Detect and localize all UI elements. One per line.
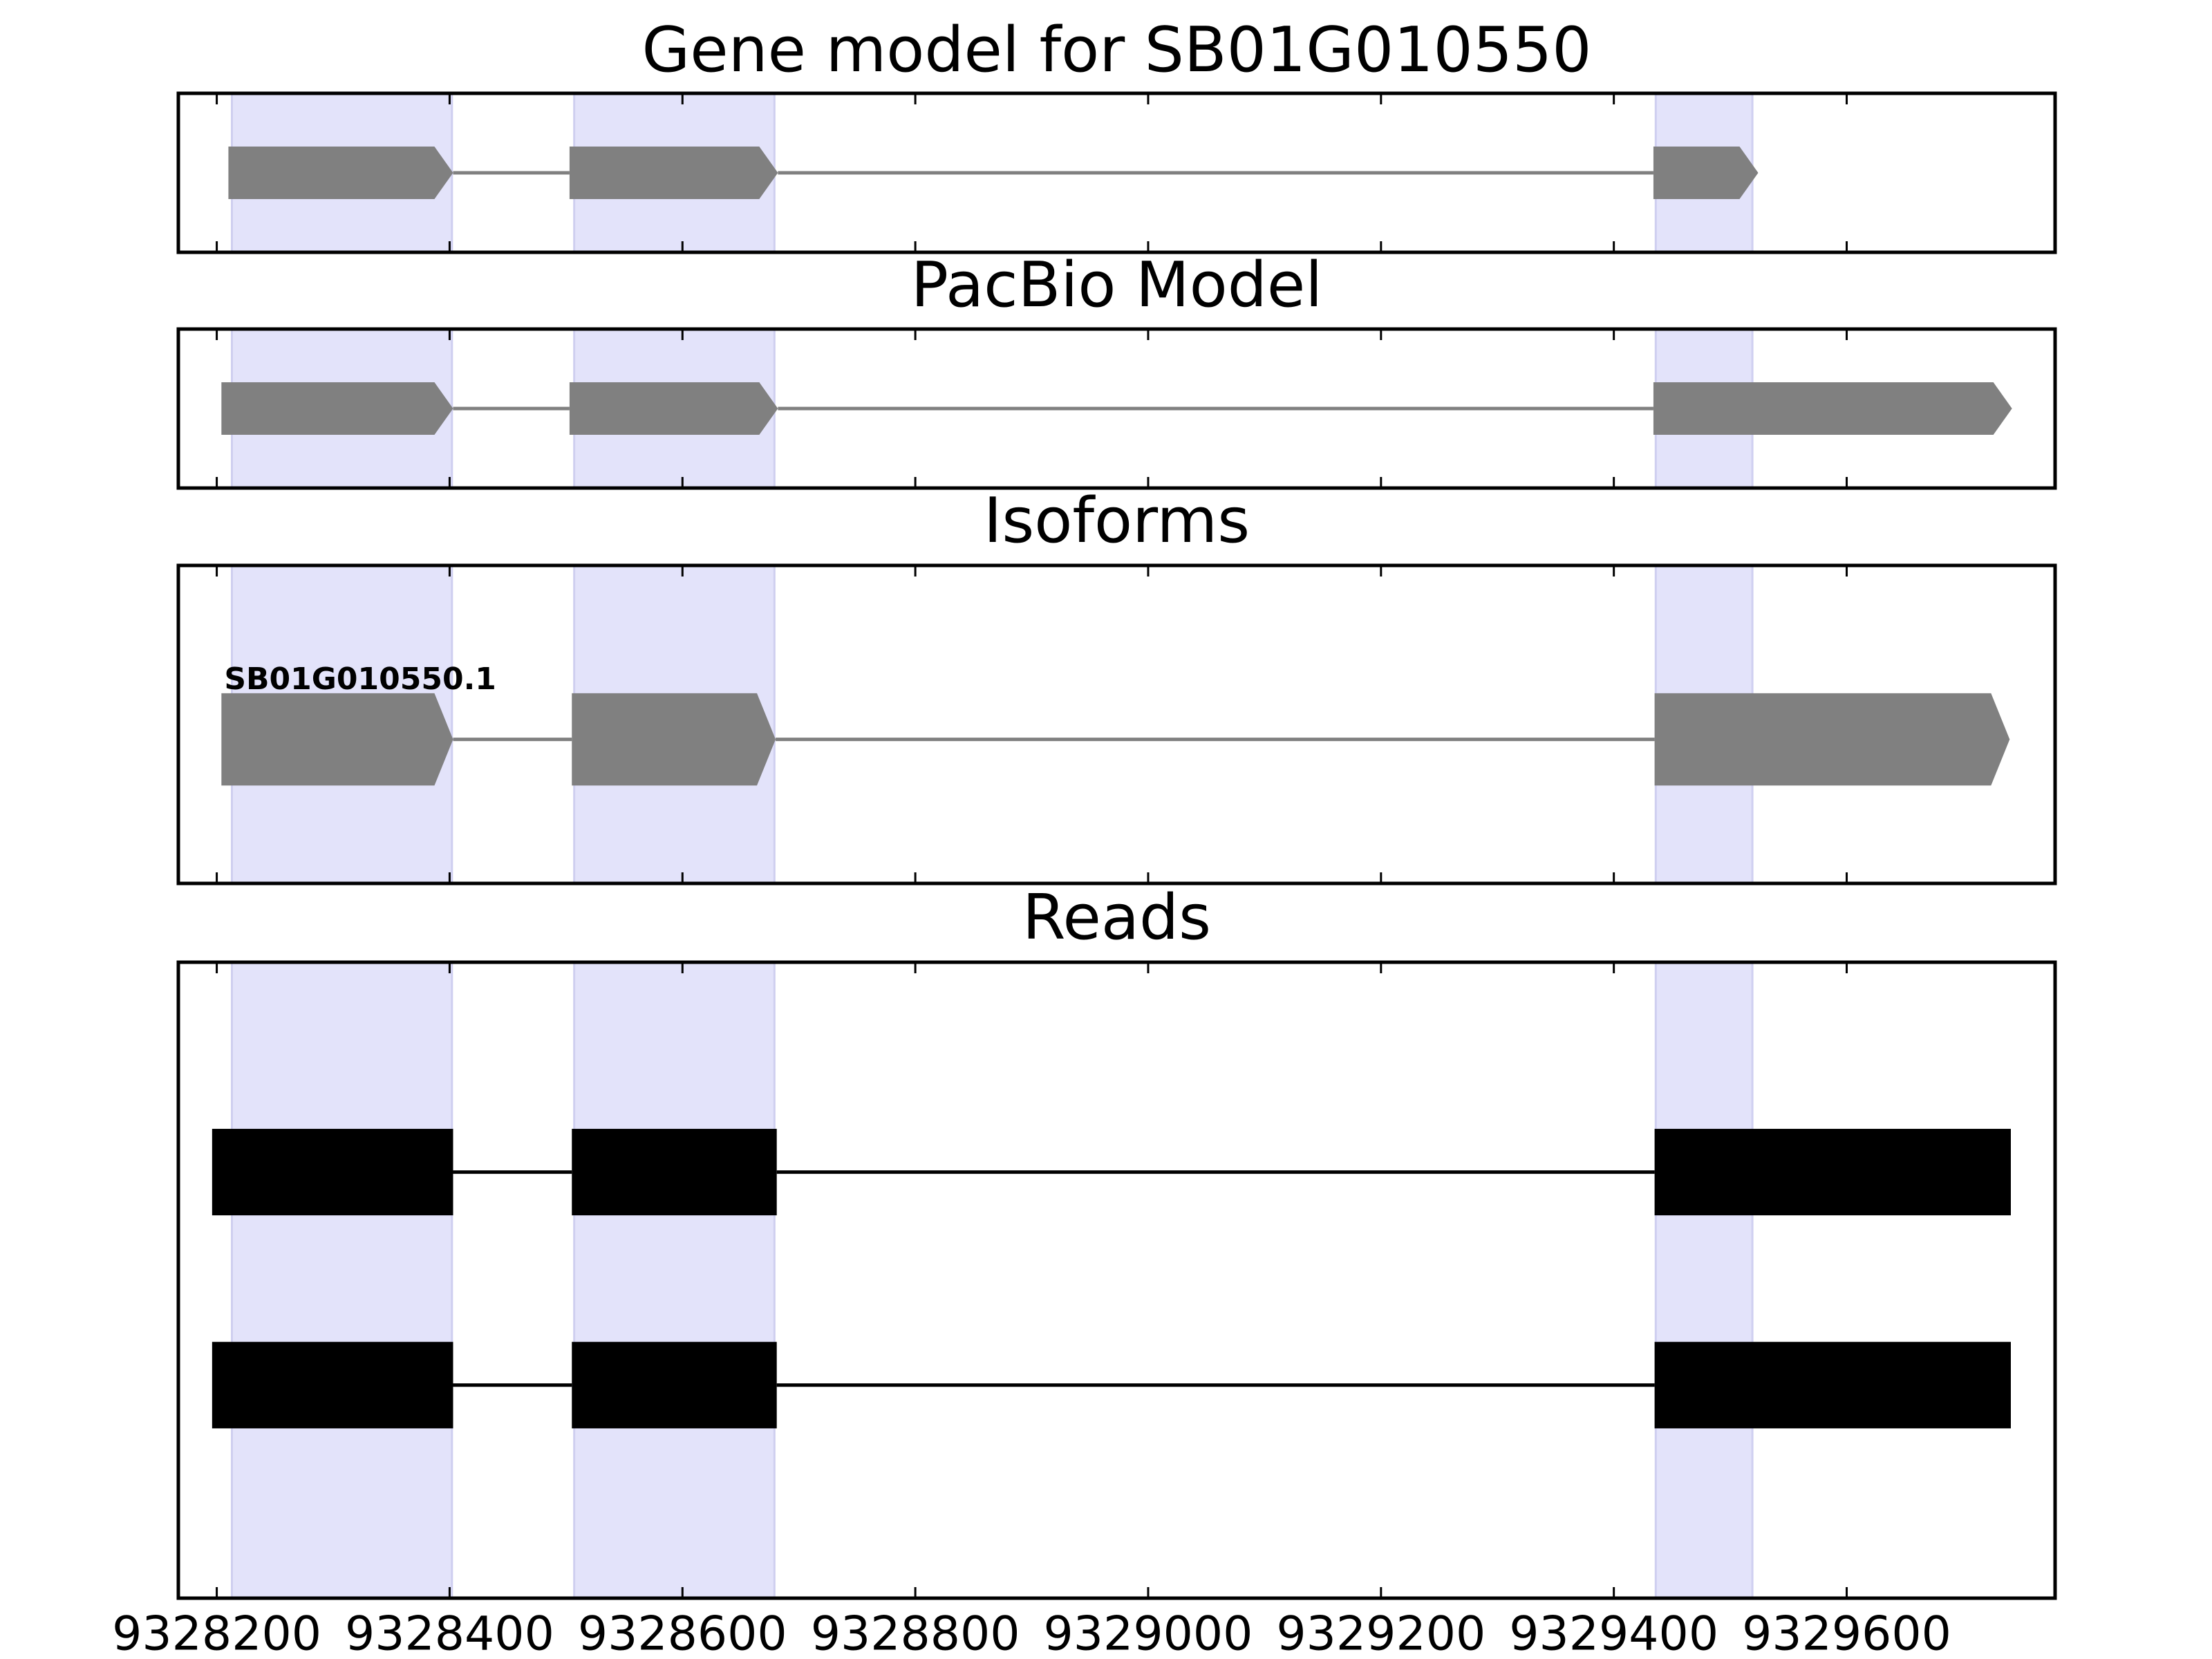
exon: [1653, 382, 2012, 435]
exon: [569, 382, 778, 435]
exon: [1654, 1342, 2011, 1429]
exon: [212, 1129, 453, 1216]
x-tick-label: 9329000: [1044, 1607, 1253, 1659]
highlight: [573, 961, 776, 1600]
exon: [572, 1129, 777, 1216]
exon: [228, 147, 453, 199]
panel-title: Reads: [1022, 881, 1211, 954]
isoform-label: SB01G010550.1: [224, 662, 496, 697]
exon: [1653, 147, 1759, 199]
exon: [221, 382, 453, 435]
exon: [1654, 693, 2010, 786]
exon: [221, 693, 453, 786]
panel-title: Gene model for SB01G010550: [641, 14, 1591, 86]
exon: [572, 1342, 777, 1429]
x-tick-label: 9329600: [1742, 1607, 1951, 1659]
exon: [569, 147, 778, 199]
x-tick-label: 9328600: [578, 1607, 787, 1659]
exon: [1654, 1129, 2011, 1216]
highlight: [230, 961, 453, 1600]
x-tick-label: 9329400: [1509, 1607, 1718, 1659]
x-tick-label: 9328800: [811, 1607, 1020, 1659]
highlight: [1654, 961, 1754, 1600]
panel-frame: [176, 91, 2057, 254]
panel-frame: [176, 327, 2057, 490]
x-tick-label: 9328400: [345, 1607, 554, 1659]
panel-frame: [176, 563, 2057, 885]
exon: [572, 693, 776, 786]
panel-title: Isoforms: [984, 485, 1250, 557]
x-tick-label: 9329200: [1276, 1607, 1485, 1659]
x-tick-label: 9328200: [112, 1607, 321, 1659]
panel-frame: [176, 960, 2057, 1600]
exon: [212, 1342, 453, 1429]
panel-title: PacBio Model: [911, 249, 1323, 321]
